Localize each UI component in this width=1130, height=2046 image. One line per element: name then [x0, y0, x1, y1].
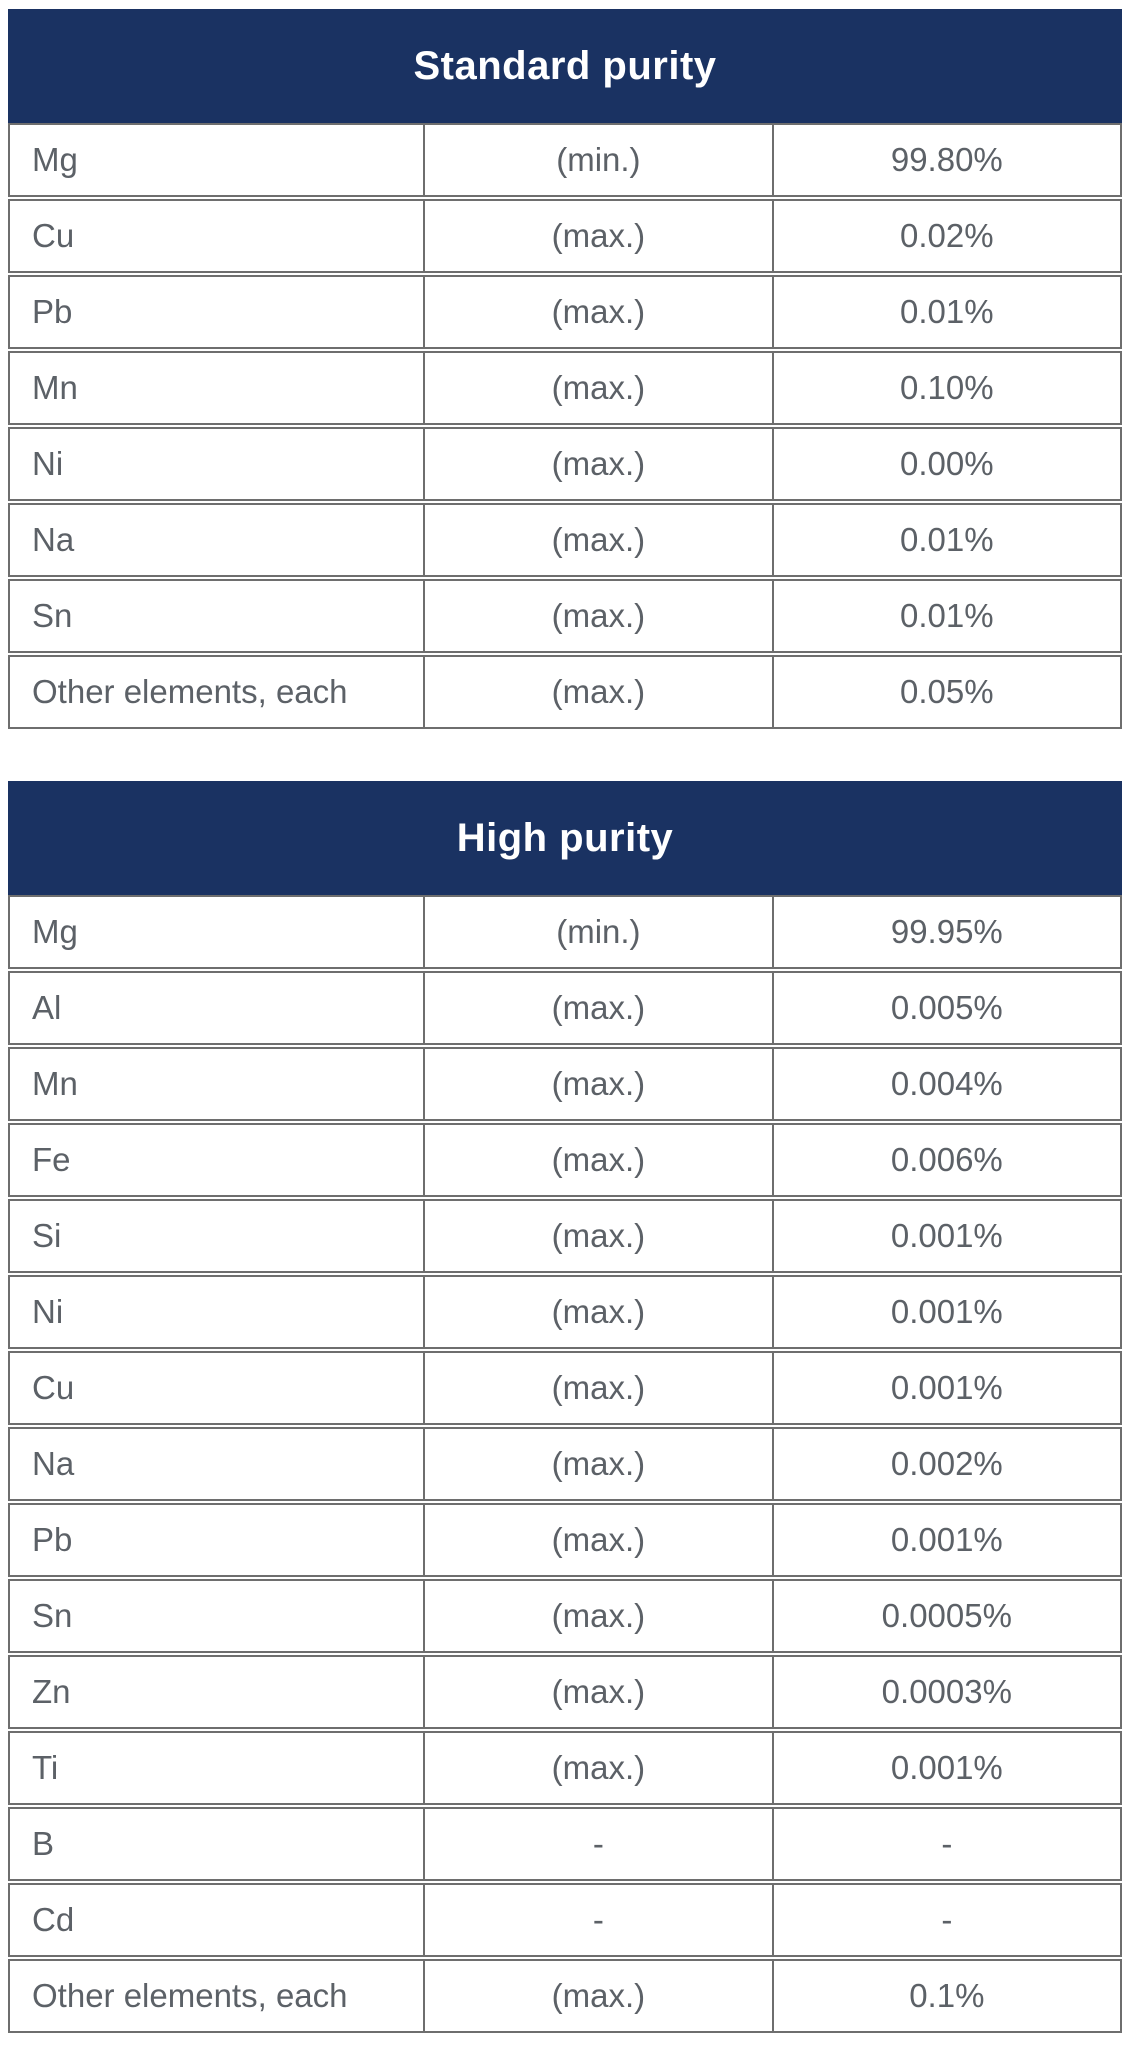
standard-purity-table-body: Mg (min.) 99.80% Cu (max.) 0.02% Pb (max…: [8, 123, 1122, 729]
element-cell: Cu: [10, 1353, 426, 1423]
qualifier-cell: (max.): [425, 201, 774, 271]
qualifier-cell: (max.): [425, 277, 774, 347]
qualifier-cell: (max.): [425, 1505, 774, 1575]
table-row: Pb (max.) 0.001%: [8, 1503, 1122, 1577]
table-row: Fe (max.) 0.006%: [8, 1123, 1122, 1197]
element-cell: Sn: [10, 581, 426, 651]
value-cell: 0.01%: [900, 293, 994, 330]
element-cell: Mn: [10, 1049, 426, 1119]
table-row: Sn (max.) 0.01%: [8, 579, 1122, 653]
qualifier-cell: (max.): [425, 973, 774, 1043]
value-cell: 0.006%: [890, 1141, 1003, 1178]
value-cell: 0.001%: [890, 1293, 1003, 1330]
value-cell: 0.10%: [900, 369, 994, 406]
value-cell: 0.02%: [900, 217, 994, 254]
table-row: Cu (max.) 0.02%: [8, 199, 1122, 273]
value-cell: 0.01%: [900, 521, 994, 558]
table-row: Cu (max.) 0.001%: [8, 1351, 1122, 1425]
qualifier-cell: (max.): [425, 429, 774, 499]
value-cell: 0.004%: [890, 1065, 1003, 1102]
element-cell: Fe: [10, 1125, 426, 1195]
value-cell: -: [941, 1825, 953, 1862]
table-row: Mn (max.) 0.004%: [8, 1047, 1122, 1121]
qualifier-cell: (max.): [425, 1049, 774, 1119]
qualifier-cell: (min.): [425, 125, 774, 195]
element-cell: Other elements, each: [10, 1961, 426, 2031]
qualifier-cell: (max.): [425, 505, 774, 575]
qualifier-cell: (max.): [425, 1353, 774, 1423]
element-cell: Pb: [10, 1505, 426, 1575]
value-cell: 0.00%: [900, 445, 994, 482]
qualifier-cell: (min.): [425, 897, 774, 967]
qualifier-cell: (max.): [425, 581, 774, 651]
qualifier-cell: (max.): [425, 1429, 774, 1499]
element-cell: Na: [10, 1429, 426, 1499]
table-row: Pb (max.) 0.01%: [8, 275, 1122, 349]
element-cell: Cd: [10, 1885, 426, 1955]
high-purity-table: High purity Mg (min.) 99.95% Al (max.) 0…: [8, 781, 1122, 2033]
value-cell: 0.001%: [890, 1521, 1003, 1558]
element-cell: Si: [10, 1201, 426, 1271]
value-cell: 99.80%: [890, 141, 1003, 178]
value-cell: 0.005%: [890, 989, 1003, 1026]
table-row: Sn (max.) 0.0005%: [8, 1579, 1122, 1653]
table-row: Na (max.) 0.01%: [8, 503, 1122, 577]
high-purity-table-body: Mg (min.) 99.95% Al (max.) 0.005% Mn (ma…: [8, 895, 1122, 2033]
element-cell: Other elements, each: [10, 657, 426, 727]
qualifier-cell: (max.): [425, 1581, 774, 1651]
element-cell: Cu: [10, 201, 426, 271]
table-row: Other elements, each (max.) 0.05%: [8, 655, 1122, 729]
value-cell: 99.95%: [890, 913, 1003, 950]
table-row: Mg (min.) 99.80%: [8, 123, 1122, 197]
value-cell: 0.002%: [890, 1445, 1003, 1482]
qualifier-cell: -: [425, 1809, 774, 1879]
element-cell: B: [10, 1809, 426, 1879]
table-row: Ni (max.) 0.00%: [8, 427, 1122, 501]
qualifier-cell: (max.): [425, 1733, 774, 1803]
qualifier-cell: -: [425, 1885, 774, 1955]
table-row: Cd - -: [8, 1883, 1122, 1957]
table-row: Na (max.) 0.002%: [8, 1427, 1122, 1501]
value-cell: 0.1%: [909, 1977, 985, 2014]
qualifier-cell: (max.): [425, 657, 774, 727]
standard-purity-table-title: Standard purity: [8, 9, 1122, 123]
table-row: B - -: [8, 1807, 1122, 1881]
table-row: Ni (max.) 0.001%: [8, 1275, 1122, 1349]
element-cell: Ni: [10, 1277, 426, 1347]
qualifier-cell: (max.): [425, 1125, 774, 1195]
element-cell: Zn: [10, 1657, 426, 1727]
table-row: Other elements, each (max.) 0.1%: [8, 1959, 1122, 2033]
element-cell: Pb: [10, 277, 426, 347]
standard-purity-table: Standard purity Mg (min.) 99.80% Cu (max…: [8, 9, 1122, 729]
value-cell: 0.01%: [900, 597, 994, 634]
value-cell: 0.0005%: [881, 1597, 1012, 1634]
element-cell: Na: [10, 505, 426, 575]
qualifier-cell: (max.): [425, 1277, 774, 1347]
value-cell: 0.001%: [890, 1217, 1003, 1254]
table-row: Zn (max.) 0.0003%: [8, 1655, 1122, 1729]
element-cell: Mg: [10, 897, 426, 967]
value-cell: 0.001%: [890, 1369, 1003, 1406]
element-cell: Sn: [10, 1581, 426, 1651]
qualifier-cell: (max.): [425, 1201, 774, 1271]
element-cell: Al: [10, 973, 426, 1043]
table-row: Ti (max.) 0.001%: [8, 1731, 1122, 1805]
qualifier-cell: (max.): [425, 353, 774, 423]
element-cell: Ti: [10, 1733, 426, 1803]
table-row: Si (max.) 0.001%: [8, 1199, 1122, 1273]
value-cell: 0.0003%: [881, 1673, 1012, 1710]
element-cell: Mn: [10, 353, 426, 423]
qualifier-cell: (max.): [425, 1961, 774, 2031]
table-row: Mn (max.) 0.10%: [8, 351, 1122, 425]
value-cell: -: [941, 1901, 953, 1938]
table-row: Al (max.) 0.005%: [8, 971, 1122, 1045]
table-row: Mg (min.) 99.95%: [8, 895, 1122, 969]
element-cell: Ni: [10, 429, 426, 499]
value-cell: 0.05%: [900, 673, 994, 710]
element-cell: Mg: [10, 125, 426, 195]
value-cell: 0.001%: [890, 1749, 1003, 1786]
qualifier-cell: (max.): [425, 1657, 774, 1727]
high-purity-table-title: High purity: [8, 781, 1122, 895]
